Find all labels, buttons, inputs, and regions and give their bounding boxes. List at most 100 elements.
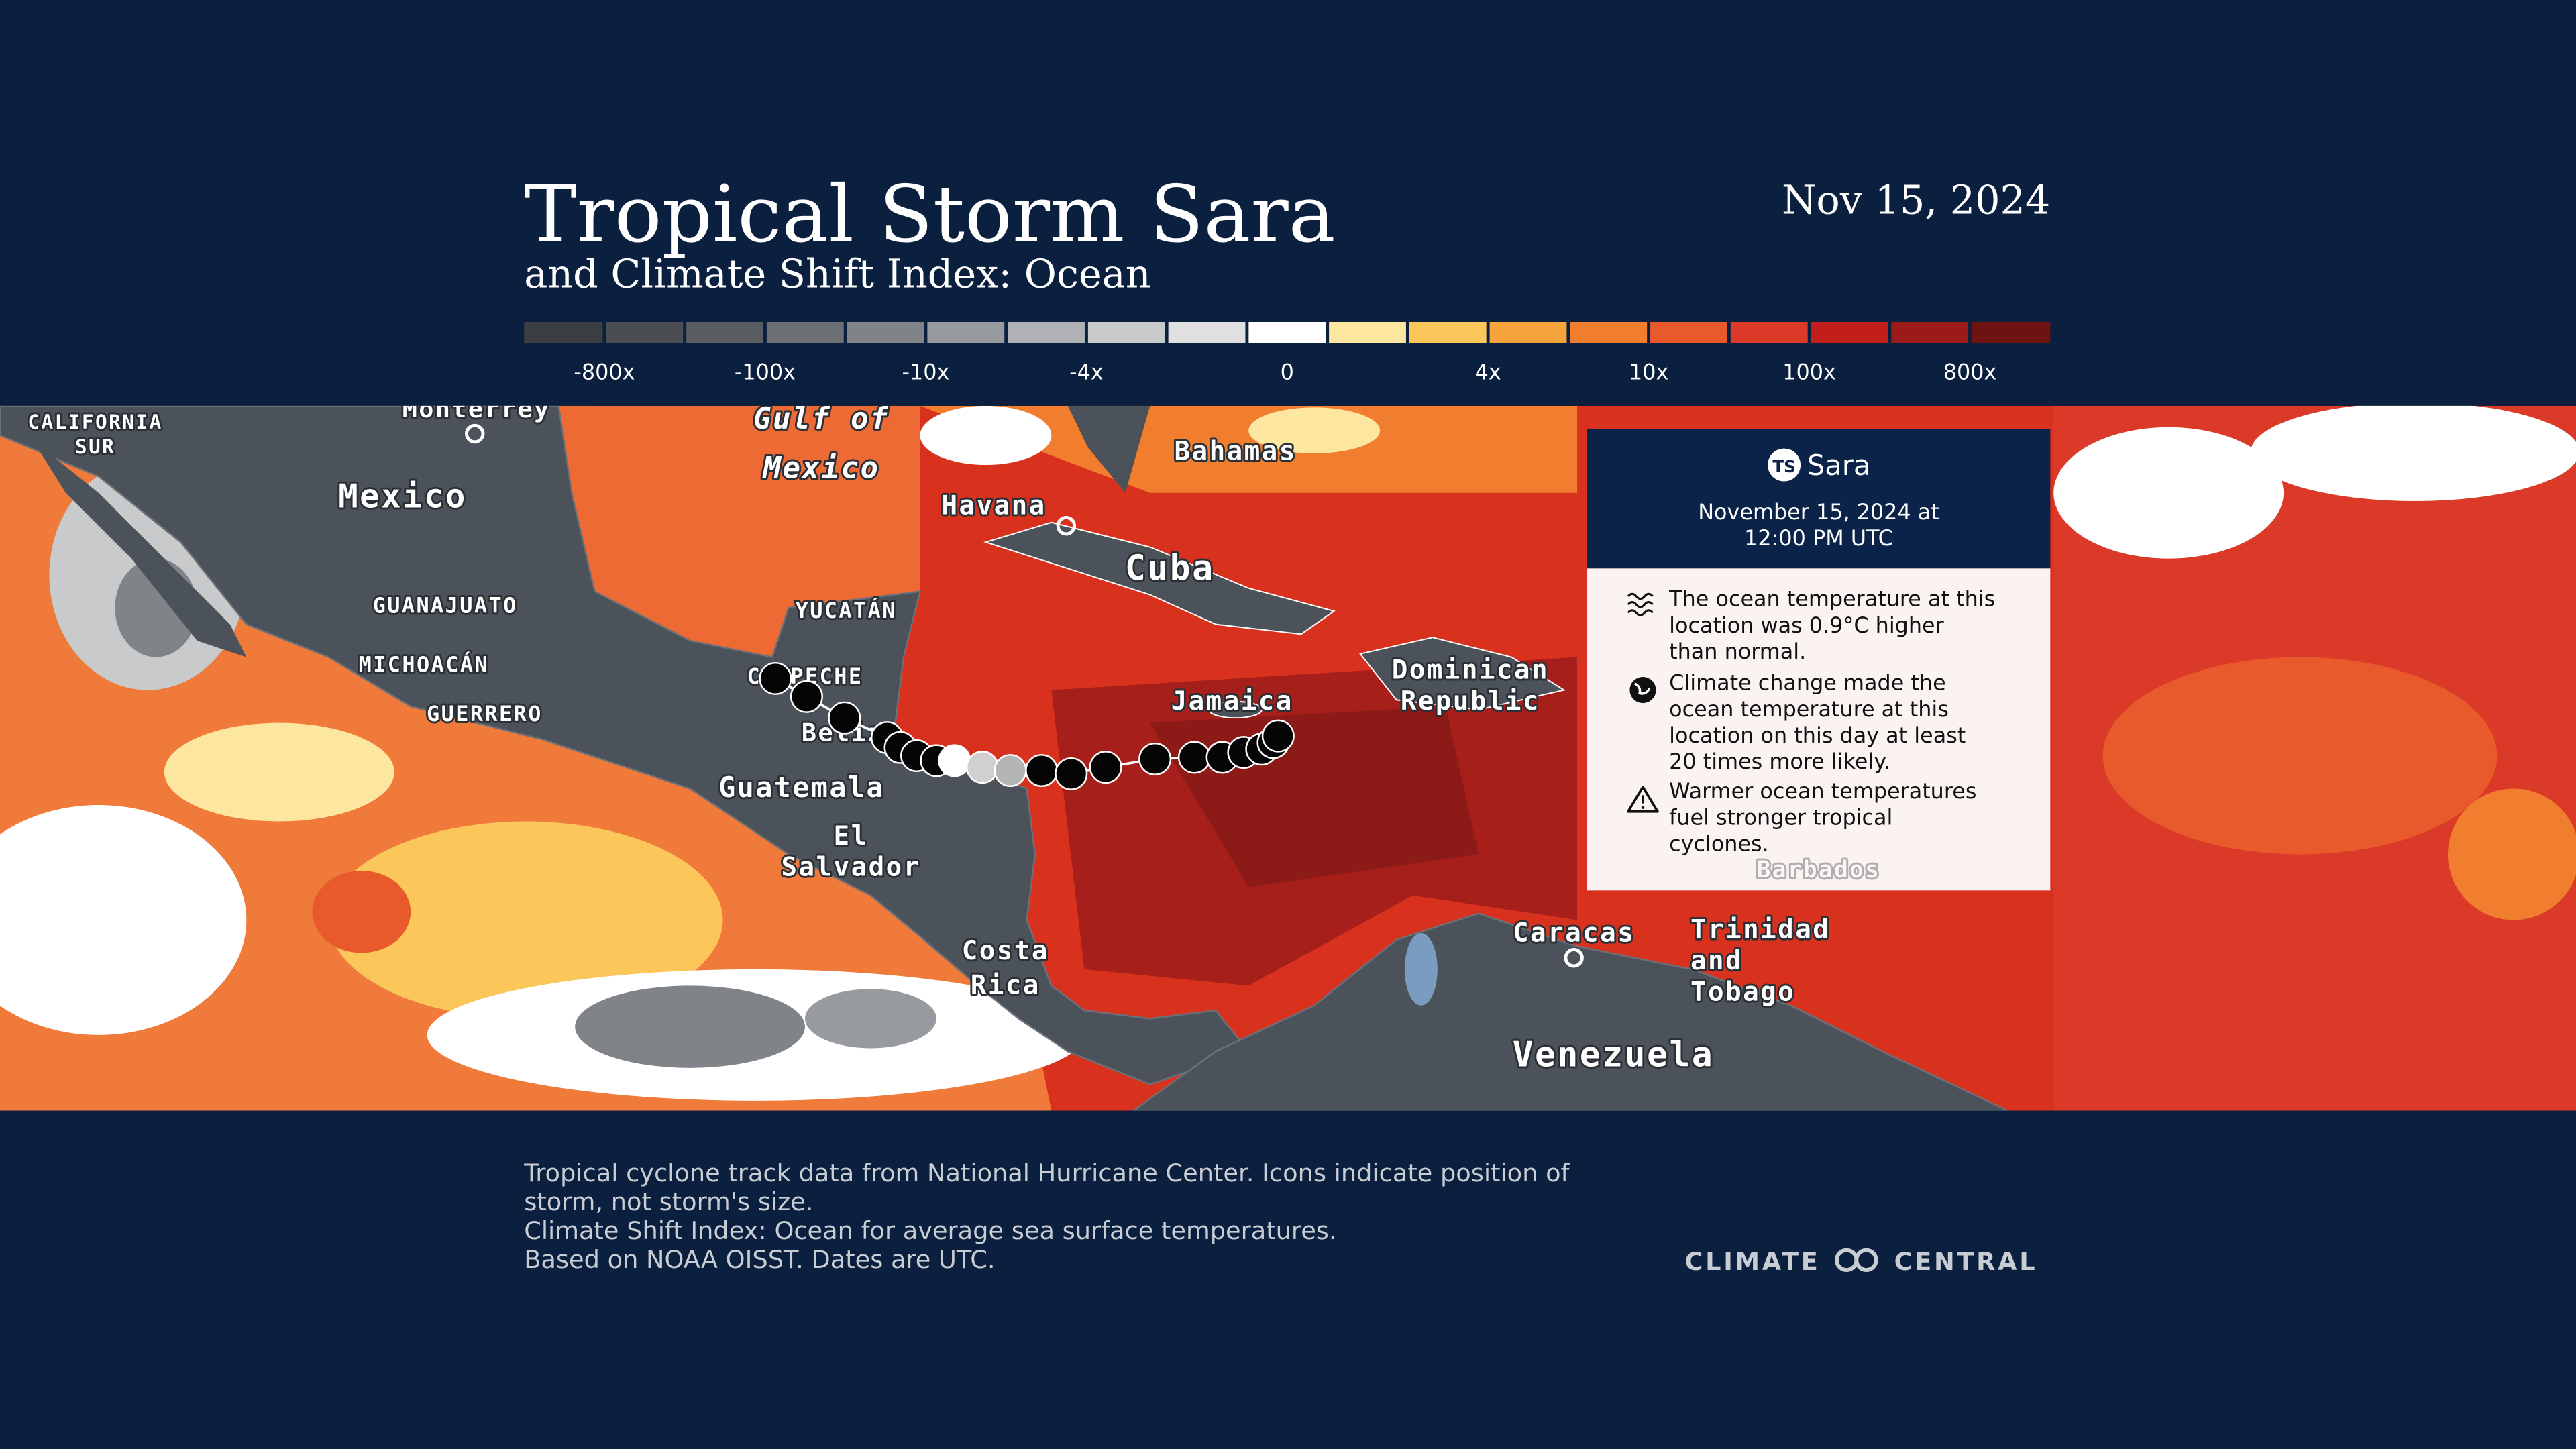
footer-note: storm, not storm's size. [524,1187,813,1216]
storm-position [1261,719,1295,753]
ocean-patch [0,805,247,1035]
tooltip-header [1587,429,2051,569]
tooltip-text: Climate change made the [1669,670,1946,696]
map-label: Trinidad [1690,914,1830,945]
land-mexico-central-america [0,405,1250,1085]
land-jamaica [1208,700,1263,719]
map-label: Venezuela [1513,1034,1715,1075]
legend-swatch [1246,322,1328,343]
tooltip-text: fuel stronger tropical [1669,804,1892,830]
map-label: El [834,821,869,851]
footer: Tropical cyclone track data from Nationa… [523,1159,2038,1276]
storm-datetime: November 15, 2024 at [1698,499,1939,525]
map-label: Guatemala [718,771,885,804]
ocean-patch [1248,407,1381,453]
legend-label: 4x [1475,360,1501,385]
map-label: Caracas [1513,918,1635,948]
legend-swatch [1648,322,1729,343]
ocean-patch [2448,788,2576,920]
date: Nov 15, 2024 [1782,176,2050,223]
lake-maracaibo [1404,933,1438,1006]
ocean-patch [164,722,394,822]
legend-swatch [1167,322,1247,343]
map-label: GUERRERO [427,701,543,727]
legend-swatch [925,322,1006,343]
legend-label: 800x [1943,360,1997,385]
map-label: Mexico [762,451,880,486]
legend-swatch [1889,322,1970,343]
storm-position [759,661,792,695]
legend-swatch [524,322,604,343]
legend-label: -10x [902,360,950,385]
logo-text: CLIMATE [1685,1247,1821,1276]
warning-icon [1627,786,1659,813]
storm-datetime: 12:00 PM UTC [1744,525,1893,551]
storm-position [790,680,823,713]
logo [1835,1248,1878,1273]
tooltip-text: cyclones. [1669,831,1769,857]
logo-text: CENTRAL [1894,1247,2038,1276]
map-label: GUANAJUATO [373,592,518,618]
tooltip-text: 20 times more likely. [1669,749,1890,774]
storm-position [1138,742,1172,775]
footer-note: Based on NOAA OISST. Dates are UTC. [524,1245,995,1274]
globe-icon [1629,676,1656,704]
map-label: Bahamas [1175,437,1297,467]
ocean-patch [328,821,723,1019]
land-baja [32,440,247,657]
legend-swatch [1729,322,1810,343]
ocean-patch [2053,427,2284,559]
tooltip-text: ocean temperature at this [1669,696,1949,722]
gulf-anomaly [558,405,920,657]
legend-swatch [1488,322,1568,343]
legend-swatch [845,322,926,343]
legend-swatch [765,322,846,343]
map-label: Salvador [781,852,920,882]
ocean-patch [575,985,805,1068]
legend-label: 10x [1629,360,1668,385]
storm-badge-text: TS [1772,457,1795,476]
map-label: YUCATÁN [796,598,897,623]
tooltip-text: than normal. [1669,639,1806,664]
subtitle: and Climate Shift Index: Ocean [524,251,1150,297]
city-markers [465,423,1584,968]
storm-position [828,701,861,735]
ocean-patch [805,989,936,1049]
land-south-america [1132,912,2008,1111]
legend-swatch [1407,322,1489,343]
legend: -800x -100x -10x -4x 0 4x 10x 100x 800x [524,322,2051,385]
legend-label: 0 [1281,360,1294,385]
storm-track [759,661,1295,790]
map-label: MICHOACÁN [359,652,490,678]
city-marker [1056,515,1077,536]
legend-swatch [1006,322,1087,343]
storm-name: Sara [1807,449,1871,482]
land-florida [1067,405,1150,493]
map-label: and [1690,946,1743,976]
legend-swatch [1086,322,1167,343]
legend-swatch [1327,322,1408,343]
legend-swatch [1970,322,2051,343]
map-label: Mexico [338,478,467,516]
legend-label: -100x [735,360,796,385]
city-marker [465,423,485,444]
storm-position [1177,741,1211,774]
tooltip-text: Warmer ocean temperatures [1669,778,1976,804]
wave-icon [1627,592,1654,616]
map-label: Republic [1401,686,1540,716]
map-label: Cuba [1125,548,1215,588]
legend-swatch [1809,322,1890,343]
storm-position [1055,757,1088,790]
tooltip-text: location on this day at least [1669,722,1966,748]
ocean-patch [920,405,1052,466]
tooltip-body [1587,568,2051,891]
storm-position [938,744,971,777]
legend-swatch [684,322,765,343]
legend-swatch [1568,322,1649,343]
map-label: Costa [962,936,1049,966]
legend-swatch [604,322,685,343]
storm-badge [1768,448,1801,482]
